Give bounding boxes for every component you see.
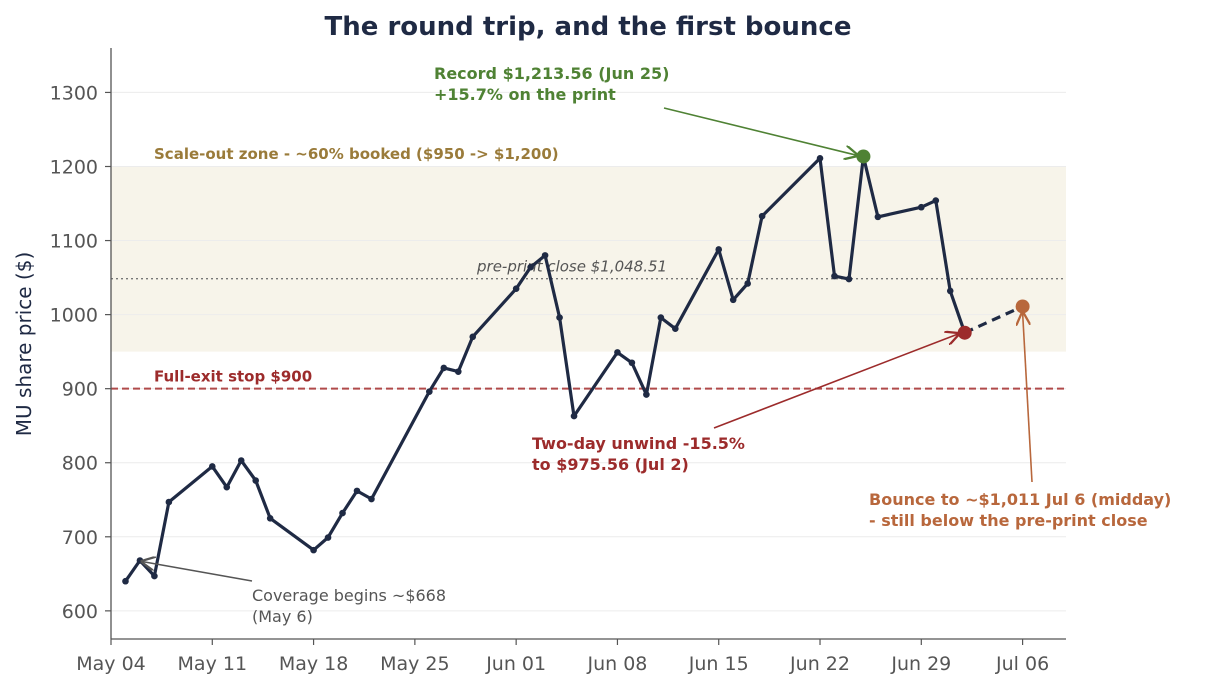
record-annotation: Record $1,213.56 (Jun 25) +15.7% on the p… xyxy=(434,64,669,104)
annotation-layer: Record $1,213.56 (Jun 25) +15.7% on the p… xyxy=(142,64,1171,626)
price-point xyxy=(324,534,332,541)
coverage-annotation-line: Coverage begins ~$668 xyxy=(252,586,446,605)
price-point xyxy=(440,364,448,372)
x-tick-label: May 25 xyxy=(380,653,450,675)
bounce-annotation-line: Bounce to ~$1,011 Jul 6 (midday) xyxy=(869,490,1171,509)
price-point xyxy=(339,509,346,517)
record-annotation-line: +15.7% on the print xyxy=(434,85,616,104)
y-tick-label: 1300 xyxy=(50,82,98,104)
price-point xyxy=(353,487,361,495)
y-tick-label: 800 xyxy=(62,453,98,475)
price-point xyxy=(932,197,940,204)
price-point xyxy=(845,275,853,283)
x-tick-label: May 18 xyxy=(279,653,349,675)
axis-layer: 600 700 800 900 1000 1100 1200 1300 May 04 May 11… xyxy=(50,48,1066,675)
bounce-arrow xyxy=(1023,312,1033,483)
bounce-annotation-line: - still below the pre-print close xyxy=(869,511,1148,530)
price-point xyxy=(512,285,520,292)
y-tick-label: 700 xyxy=(62,527,98,549)
price-point xyxy=(252,477,259,484)
coverage-annotation-line: (May 6) xyxy=(252,607,313,626)
price-point xyxy=(758,212,766,220)
price-point xyxy=(368,495,375,503)
x-tick-label: Jun 08 xyxy=(586,653,647,675)
chart-title: The round trip, and the first bounce xyxy=(325,12,852,42)
x-tick-label: May 11 xyxy=(178,653,248,675)
y-tick-label: 600 xyxy=(62,601,98,623)
y-tick-label: 1100 xyxy=(50,231,98,253)
price-point xyxy=(946,287,954,295)
price-point xyxy=(657,314,665,321)
price-point xyxy=(237,457,245,464)
y-axis-label: MU share price ($) xyxy=(12,252,36,437)
price-point xyxy=(469,333,477,341)
record-annotation-line: Record $1,213.56 (Jun 25) xyxy=(434,64,669,83)
price-point xyxy=(672,325,679,332)
stop-label: Full-exit stop $900 xyxy=(154,368,312,386)
x-tick-label: Jun 15 xyxy=(688,653,749,675)
x-tick-label: May 04 xyxy=(76,653,146,675)
price-point xyxy=(122,577,129,585)
x-tick-label: Jun 01 xyxy=(485,653,546,675)
x-tick-label: Jul 06 xyxy=(995,653,1049,675)
reference-lines-layer: pre-print close $1,048.51 Full-exit stop … xyxy=(111,258,1066,390)
price-point xyxy=(874,213,882,221)
price-point xyxy=(223,483,231,491)
price-point xyxy=(570,412,578,420)
price-point xyxy=(628,359,636,367)
coverage-annotation: Coverage begins ~$668 (May 6) xyxy=(252,586,446,626)
band-label: Scale-out zone - ~60% booked ($950 -> $1… xyxy=(154,145,559,163)
price-point xyxy=(310,546,317,554)
unwind-annotation-line: to $975.56 (Jul 2) xyxy=(532,455,689,474)
price-point xyxy=(527,263,534,271)
y-tick-label: 900 xyxy=(62,379,98,401)
price-point xyxy=(918,203,925,211)
bounce-annotation: Bounce to ~$1,011 Jul 6 (midday) - still … xyxy=(869,490,1171,530)
coverage-arrow xyxy=(142,561,253,582)
price-point xyxy=(744,280,751,287)
unwind-annotation-line: Two-day unwind -15.5% xyxy=(532,434,745,453)
price-point xyxy=(165,498,173,506)
price-point xyxy=(556,314,563,321)
price-point xyxy=(541,252,549,259)
unwind-arrow xyxy=(713,334,959,429)
price-point xyxy=(151,572,158,580)
x-tick-label: Jun 29 xyxy=(890,653,951,675)
record-arrow xyxy=(663,107,857,155)
price-point xyxy=(614,349,621,356)
y-tick-label: 1200 xyxy=(50,156,98,178)
x-tick-label: Jun 22 xyxy=(789,653,850,675)
price-point xyxy=(816,155,824,162)
record-high-marker xyxy=(856,149,871,164)
price-point xyxy=(729,296,737,304)
price-point xyxy=(643,391,650,398)
unwind-annotation: Two-day unwind -15.5% to $975.56 (Jul 2) xyxy=(532,434,745,474)
price-point xyxy=(208,463,216,470)
preprint-close-label: pre-print close $1,048.51 xyxy=(476,258,667,276)
price-point xyxy=(426,388,433,395)
price-point xyxy=(266,514,274,522)
y-tick-label: 1000 xyxy=(50,305,98,327)
price-point xyxy=(715,246,723,253)
bands-layer: Scale-out zone - ~60% booked ($950 -> $1… xyxy=(111,145,1066,352)
scale-out-band xyxy=(111,166,1066,352)
bounce-marker xyxy=(1015,299,1030,314)
price-point xyxy=(454,368,462,375)
bounce-projection-line xyxy=(964,305,1024,335)
unwind-low-marker xyxy=(957,325,972,340)
price-point xyxy=(831,272,838,280)
price-point xyxy=(136,557,144,564)
